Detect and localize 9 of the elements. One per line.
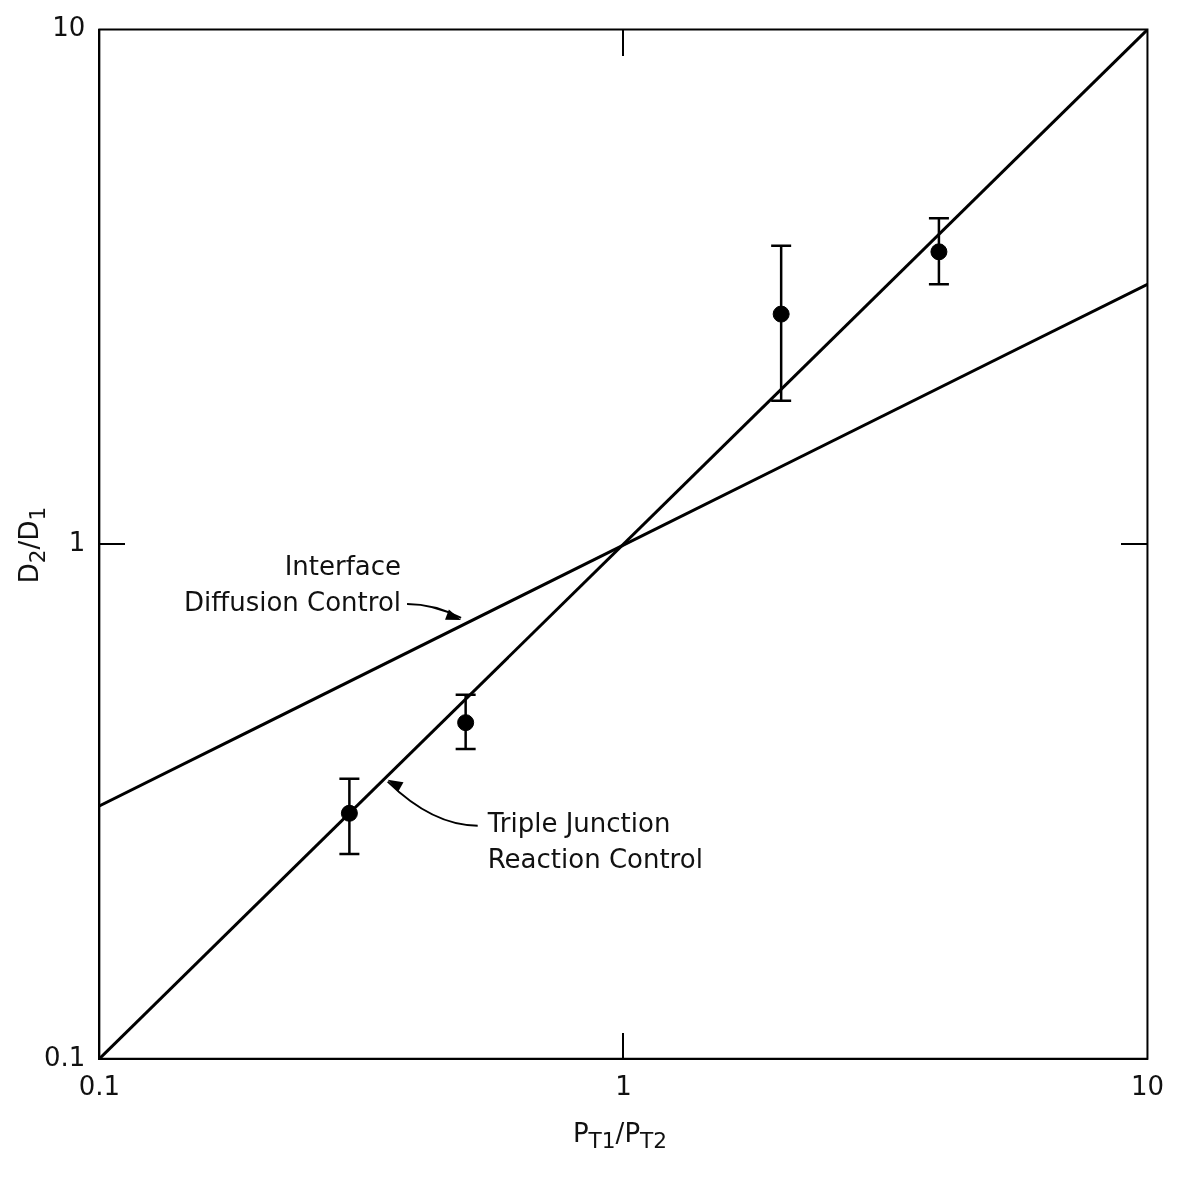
y-tick-label: 1 xyxy=(68,526,86,557)
y-tick-label: 0.1 xyxy=(43,1041,86,1072)
x-tick-label: 0.1 xyxy=(78,1071,121,1102)
y-tick-label: 10 xyxy=(52,12,86,43)
x-axis-title: P$_{T1}$/P$_{T2}$ xyxy=(572,1118,668,1154)
x-tick-label: 1 xyxy=(615,1071,632,1102)
annotation: Interface Diffusion Control xyxy=(184,550,402,617)
x-tick-label: 10 xyxy=(1130,1071,1164,1102)
annotation: Triple Junction Reaction Control xyxy=(486,808,703,875)
